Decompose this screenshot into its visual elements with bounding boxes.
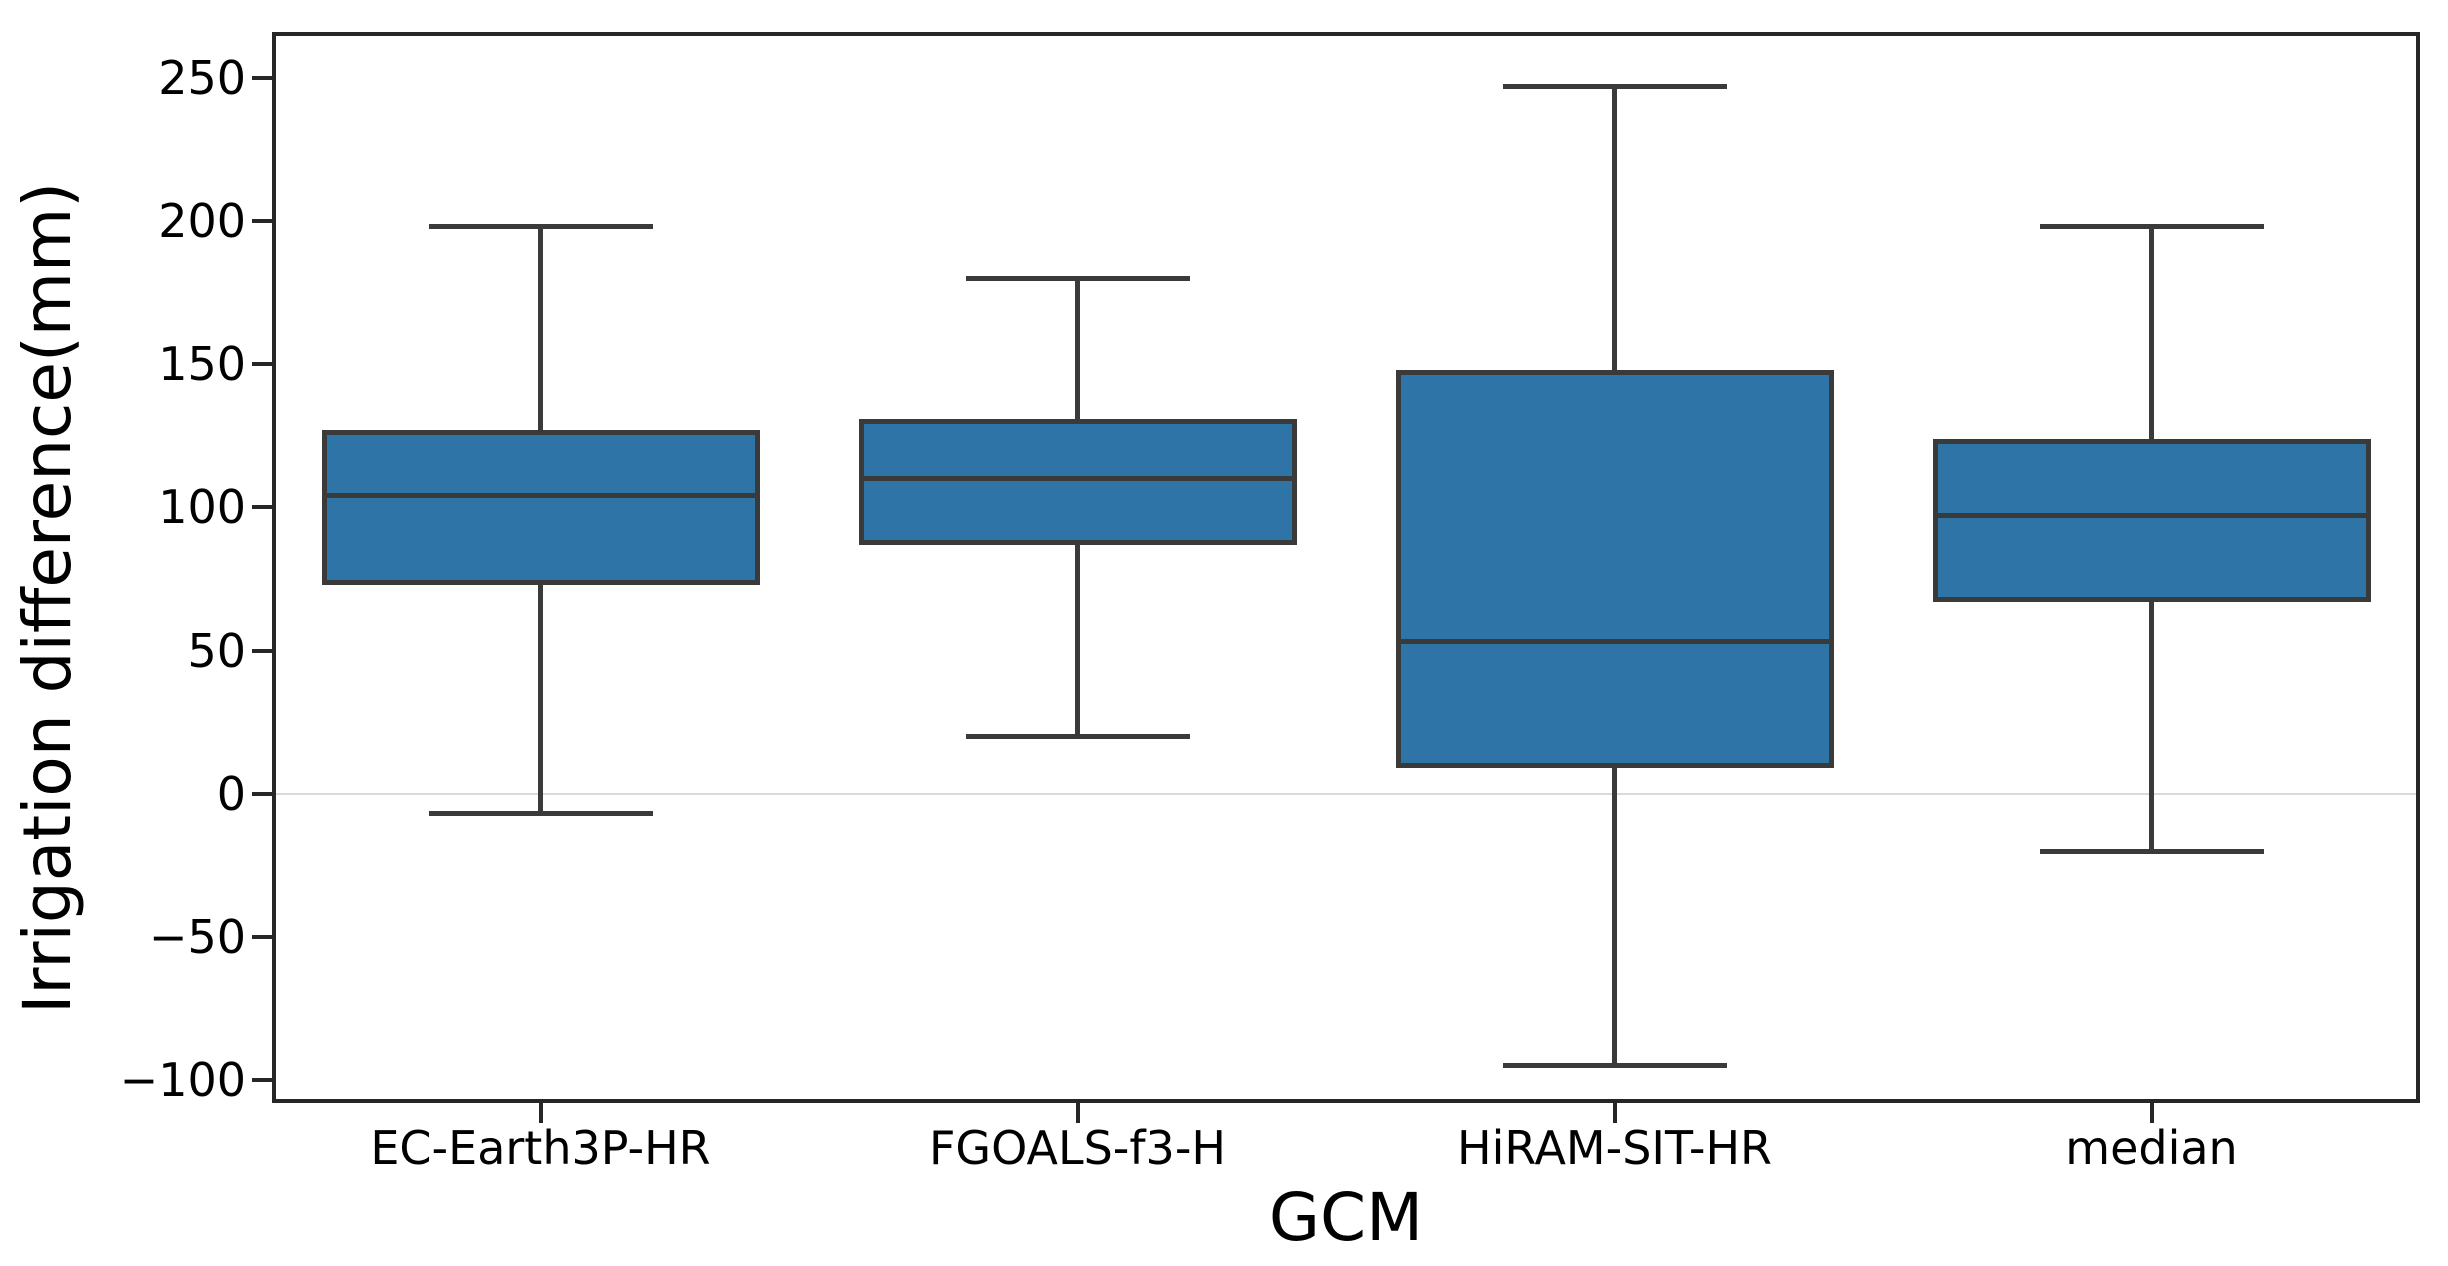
box-HiRAM-SIT-HR (1395, 369, 1834, 768)
y-tick-label-50: 50 (187, 623, 246, 678)
y-tick-50 (252, 648, 272, 653)
median-line-FGOALS-f3-H (858, 476, 1297, 482)
box-median (1932, 438, 2371, 602)
median-line-median (1932, 513, 2371, 519)
whisker-cap-top-median (2039, 224, 2264, 230)
box-EC-Earth3P-HR (321, 430, 760, 585)
x-tick-EC-Earth3P-HR (538, 1103, 543, 1123)
x-tick-label-EC-Earth3P-HR: EC-Earth3P-HR (370, 1121, 711, 1175)
y-tick-label-0: 0 (216, 766, 246, 821)
median-line-EC-Earth3P-HR (321, 493, 760, 499)
whisker-top-median (2149, 226, 2154, 439)
y-tick-label-150: 150 (158, 337, 246, 392)
y-tick-250 (252, 75, 272, 80)
whisker-cap-bottom-FGOALS-f3-H (965, 733, 1190, 739)
whisker-bottom-FGOALS-f3-H (1075, 544, 1080, 737)
median-line-HiRAM-SIT-HR (1395, 639, 1834, 645)
whisker-bottom-HiRAM-SIT-HR (1612, 767, 1617, 1066)
x-tick-FGOALS-f3-H (1075, 1103, 1080, 1123)
plot-area (272, 32, 2420, 1103)
x-tick-median (2149, 1103, 2154, 1123)
whisker-cap-top-EC-Earth3P-HR (428, 224, 653, 230)
y-tick-100 (252, 505, 272, 510)
y-tick-label-100: 100 (158, 480, 246, 535)
y-tick-label-−100: −100 (119, 1053, 246, 1108)
y-axis-title: Irrigation difference(mm) (9, 181, 86, 1014)
x-tick-label-median: median (2065, 1121, 2238, 1175)
y-tick-0 (252, 791, 272, 796)
y-tick-150 (252, 362, 272, 367)
zero-reference-line (276, 792, 2416, 795)
x-tick-label-HiRAM-SIT-HR: HiRAM-SIT-HR (1456, 1121, 1772, 1175)
whisker-top-HiRAM-SIT-HR (1612, 86, 1617, 370)
whisker-cap-top-HiRAM-SIT-HR (1502, 83, 1727, 89)
whisker-bottom-median (2149, 601, 2154, 851)
y-tick-label-200: 200 (158, 194, 246, 248)
y-tick-−50 (252, 934, 272, 939)
whisker-top-EC-Earth3P-HR (538, 226, 543, 431)
y-tick-label-250: 250 (158, 50, 246, 105)
whisker-cap-bottom-median (2039, 848, 2264, 854)
x-tick-label-FGOALS-f3-H: FGOALS-f3-H (928, 1121, 1227, 1175)
x-tick-HiRAM-SIT-HR (1612, 1103, 1617, 1123)
whisker-cap-bottom-HiRAM-SIT-HR (1502, 1063, 1727, 1069)
whisker-top-FGOALS-f3-H (1075, 278, 1080, 419)
whisker-cap-top-FGOALS-f3-H (965, 275, 1190, 281)
whisker-bottom-EC-Earth3P-HR (538, 584, 543, 814)
x-axis-title: GCM (1268, 1179, 1424, 1256)
box-FGOALS-f3-H (858, 418, 1297, 545)
y-tick-−100 (252, 1078, 272, 1083)
y-tick-label-−50: −50 (148, 909, 246, 964)
y-tick-200 (252, 219, 272, 223)
whisker-cap-bottom-EC-Earth3P-HR (428, 811, 653, 817)
